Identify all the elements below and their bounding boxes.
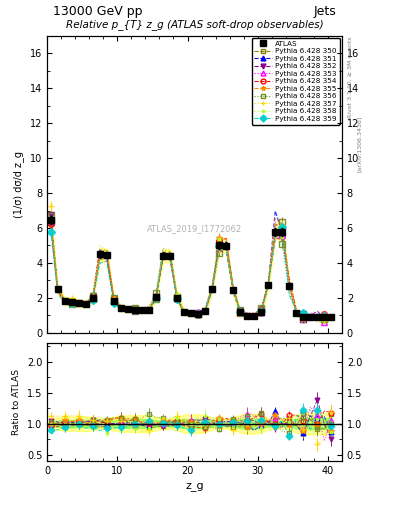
Text: 13000 GeV pp: 13000 GeV pp: [53, 5, 143, 18]
Text: [arXiv:1306.3436]: [arXiv:1306.3436]: [357, 115, 362, 172]
X-axis label: z_g: z_g: [185, 481, 204, 491]
Text: Jets: Jets: [313, 5, 336, 18]
Text: Rivet 3.1.10, ≥ 3M events: Rivet 3.1.10, ≥ 3M events: [347, 36, 352, 118]
Text: ATLAS_2019_I1772062: ATLAS_2019_I1772062: [147, 224, 242, 233]
Y-axis label: Ratio to ATLAS: Ratio to ATLAS: [12, 369, 21, 435]
Legend: ATLAS, Pythia 6.428 350, Pythia 6.428 351, Pythia 6.428 352, Pythia 6.428 353, P: ATLAS, Pythia 6.428 350, Pythia 6.428 35…: [252, 38, 340, 125]
Y-axis label: (1/σ) dσ/d z_g: (1/σ) dσ/d z_g: [13, 151, 24, 218]
Text: Relative p_{T} z_g (ATLAS soft-drop observables): Relative p_{T} z_g (ATLAS soft-drop obse…: [66, 19, 323, 30]
